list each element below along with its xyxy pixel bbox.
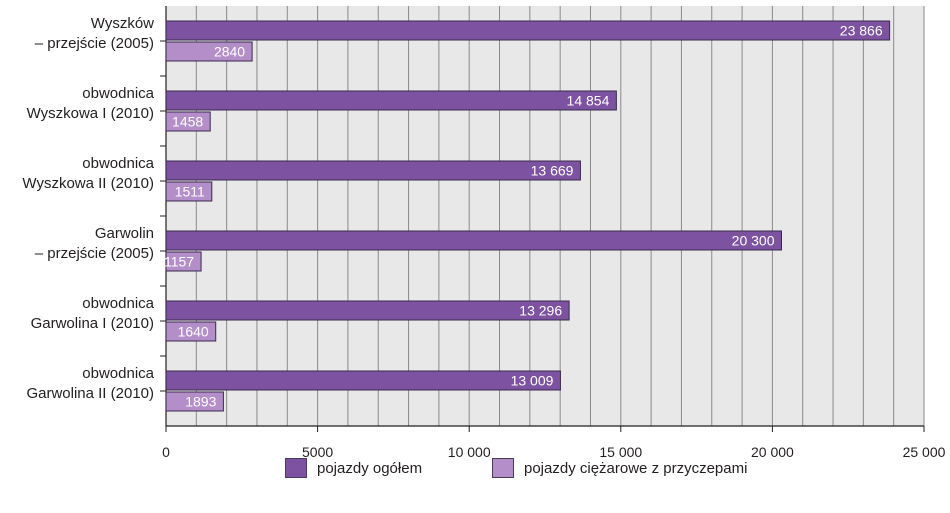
- bar-label-total-vehicles: 14 854: [567, 93, 610, 109]
- bar-label-total-vehicles: 13 669: [531, 163, 574, 179]
- bar-label-trucks-with-trailers: 1157: [164, 254, 194, 270]
- bar-total-vehicles: [165, 230, 782, 251]
- bar-trucks-with-trailers: [165, 111, 211, 132]
- bar-total-vehicles: [165, 370, 561, 391]
- bar-total-vehicles: [165, 90, 617, 111]
- legend-swatch-total-vehicles: [285, 458, 307, 478]
- legend-item-total-vehicles: pojazdy ogółem: [285, 458, 422, 478]
- bar-trucks-with-trailers: [165, 391, 224, 412]
- category-label-line: Garwolina II (2010): [26, 385, 154, 402]
- category-label: Garwolin – przejście (2005): [35, 225, 154, 262]
- category-label: obwodnica Wyszkowa II (2010): [22, 155, 154, 192]
- category-label: Wyszków – przejście (2005): [35, 15, 154, 52]
- x-tick-label: 15 000: [599, 444, 642, 460]
- category-label-line: Wyszkowa I (2010): [27, 105, 154, 122]
- bar-total-vehicles: [165, 300, 570, 321]
- category-label-line: Garwolin: [95, 225, 154, 242]
- bar-total-vehicles: [165, 160, 581, 181]
- category-label: obwodnica Garwolina II (2010): [26, 365, 154, 402]
- bar-label-total-vehicles: 13 296: [519, 303, 562, 319]
- legend-item-trucks-with-trailers: pojazdy ciężarowe z przyczepami: [492, 458, 747, 478]
- category-label: obwodnica Garwolina I (2010): [31, 295, 155, 332]
- legend-label-trucks-with-trailers: pojazdy ciężarowe z przyczepami: [524, 459, 748, 477]
- category-label-line: Wyszkowa II (2010): [22, 175, 154, 192]
- x-tick-label: 5000: [302, 444, 333, 460]
- category-label-line: obwodnica: [82, 365, 154, 382]
- bar-trucks-with-trailers: [165, 251, 202, 272]
- bar-label-total-vehicles: 13 009: [511, 373, 554, 389]
- bar-trucks-with-trailers: [165, 41, 253, 62]
- bar-label-trucks-with-trailers: 1893: [185, 394, 216, 410]
- bar-label-trucks-with-trailers: 1640: [178, 324, 209, 340]
- legend-swatch-trucks-with-trailers: [492, 458, 514, 478]
- category-label-line: – przejście (2005): [35, 245, 154, 262]
- bar-label-trucks-with-trailers: 2840: [214, 44, 245, 60]
- x-tick-label: 20 000: [751, 444, 794, 460]
- category-label-line: obwodnica: [82, 295, 154, 312]
- category-label-line: obwodnica: [82, 85, 154, 102]
- bar-total-vehicles: [165, 20, 891, 41]
- plot-area: [166, 6, 924, 426]
- x-tick-label: 25 000: [903, 444, 946, 460]
- bar-label-trucks-with-trailers: 1511: [175, 184, 205, 200]
- category-label-line: Garwolina I (2010): [31, 315, 154, 332]
- category-label: obwodnica Wyszkowa I (2010): [27, 85, 155, 122]
- bar-label-total-vehicles: 20 300: [732, 233, 775, 249]
- category-label-line: Wyszków: [91, 15, 154, 32]
- bar-trucks-with-trailers: [165, 321, 217, 342]
- bar-trucks-with-trailers: [165, 181, 213, 202]
- legend: pojazdy ogółem pojazdy ciężarowe z przyc…: [0, 458, 950, 488]
- bar-label-trucks-with-trailers: 1458: [172, 114, 203, 130]
- category-label-line: obwodnica: [82, 155, 154, 172]
- legend-label-total-vehicles: pojazdy ogółem: [317, 459, 423, 477]
- bar-label-total-vehicles: 23 866: [840, 23, 883, 39]
- category-label-line: – przejście (2005): [35, 35, 154, 52]
- x-tick-label: 10 000: [448, 444, 491, 460]
- x-tick-label: 0: [162, 444, 170, 460]
